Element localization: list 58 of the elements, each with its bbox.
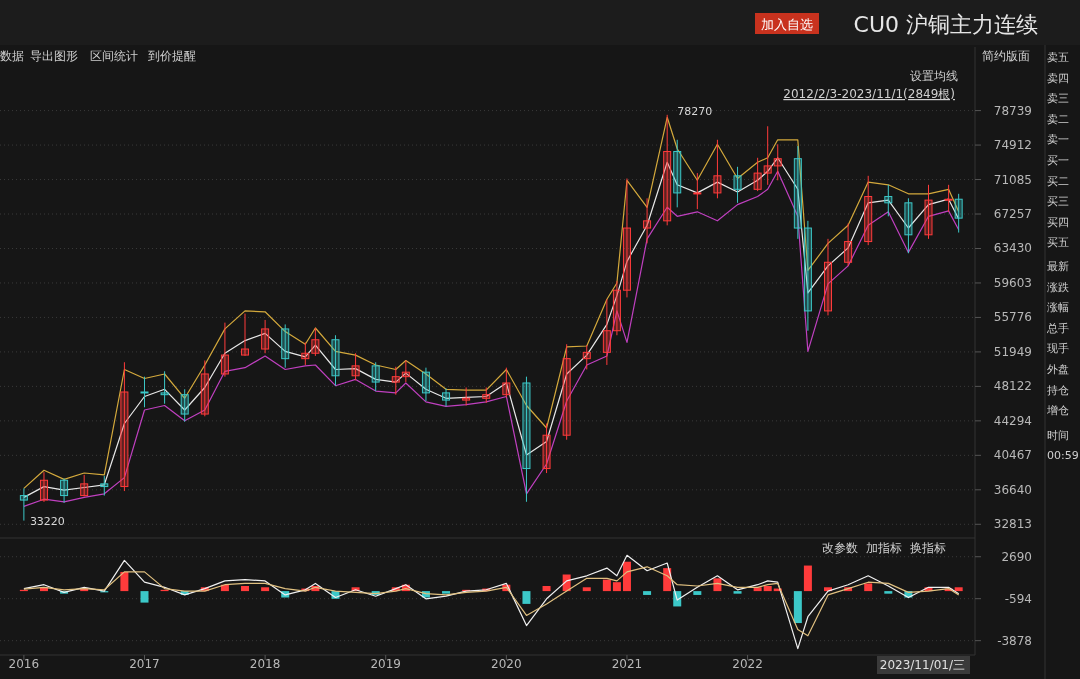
y-tick-label: 74912 [993, 138, 1032, 153]
annotation: 数据 [0, 49, 24, 63]
text: 最新 [1047, 260, 1069, 273]
y-tick-label: 44294 [993, 413, 1032, 428]
text: 现手 [1047, 342, 1069, 356]
x-tick-label: 2019 [370, 657, 401, 671]
y-tick-label: 2690 [1001, 549, 1032, 564]
y-tick-label: 63430 [993, 241, 1032, 256]
x-tick-label: 2020 [491, 657, 522, 671]
text: 买三 [1047, 195, 1069, 209]
text: 买四 [1047, 215, 1069, 229]
annotation: 到价提醒 [148, 49, 196, 63]
y-tick-label: 55776 [993, 310, 1032, 325]
text: 买一 [1047, 154, 1069, 167]
annotation: 加指标 [866, 541, 902, 555]
text: 2023/11/01/三 [879, 658, 965, 672]
y-tick-label: 51949 [993, 344, 1032, 359]
text: 增仓 [1046, 404, 1069, 418]
text: 卖三 [1047, 92, 1069, 106]
annotation: 换指标 [910, 541, 946, 555]
x-tick-label: 2016 [8, 657, 40, 671]
x-tick-label: 2017 [129, 657, 160, 671]
annotation: 区间统计 [90, 49, 138, 63]
text: 买二 [1047, 174, 1069, 188]
annotation: 导出图形 [30, 49, 78, 63]
annotation: 2012/2/3-2023/11/1(2849根) [783, 87, 955, 101]
y-tick-label: 32813 [993, 517, 1032, 532]
y-tick-label: 78739 [993, 103, 1032, 118]
y-tick-label: -3878 [997, 633, 1032, 648]
x-tick-label: 2018 [249, 657, 281, 671]
text: 时间 [1047, 428, 1069, 442]
text: 加入自选 [761, 17, 813, 32]
y-tick-label: 67257 [993, 207, 1032, 222]
annotation: 设置均线 [910, 69, 958, 83]
annotation: 33220 [29, 514, 65, 528]
y-tick-label: -594 [1004, 591, 1032, 606]
x-tick-label: 2022 [732, 657, 763, 671]
text: 买五 [1047, 236, 1069, 250]
text: 涨幅 [1047, 301, 1069, 315]
text: 卖一 [1047, 133, 1069, 147]
chart-title: CU0 沪铜主力连续 [853, 12, 1038, 37]
text: 涨跌 [1047, 280, 1069, 294]
text: 卖二 [1047, 112, 1069, 126]
text: 外盘 [1047, 363, 1069, 376]
y-tick-label: 71085 [993, 172, 1032, 187]
text: 持仓 [1047, 383, 1069, 397]
x-tick-label: 2021 [611, 657, 643, 671]
text: 卖四 [1047, 71, 1069, 85]
annotation: 改参数 [822, 541, 858, 555]
text: 卖五 [1047, 51, 1069, 64]
y-tick-label: 59603 [993, 275, 1032, 290]
text: 总手 [1046, 321, 1069, 335]
text: 简约版面 [982, 49, 1030, 63]
y-tick-label: 36640 [993, 482, 1032, 497]
text: 00:59 [1047, 449, 1079, 463]
y-tick-label: 48122 [993, 379, 1032, 394]
annotation: 78270 [677, 104, 713, 118]
y-tick-label: 40467 [993, 448, 1032, 463]
